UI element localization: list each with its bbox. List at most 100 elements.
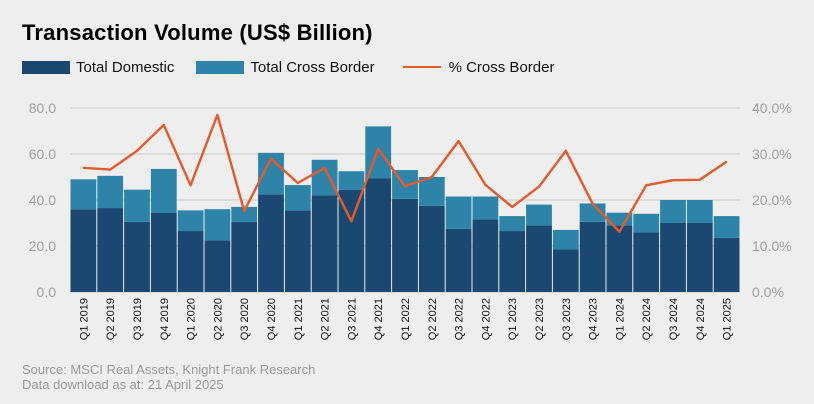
line-point-pct-cross-border (511, 206, 513, 208)
line-point-pct-cross-border (350, 220, 353, 222)
bar-total-cross-border (311, 159, 338, 196)
bar-total-cross-border (660, 200, 686, 223)
line-point-pct-cross-border (591, 202, 594, 205)
line-point-pct-cross-border (270, 157, 272, 160)
line-point-pct-cross-border (243, 210, 245, 212)
line-point-pct-cross-border (216, 114, 219, 116)
legend-item-cross-border: Total Cross Border (196, 59, 375, 76)
x-tick-label: Q4 2022 (480, 298, 492, 340)
x-tick-label: Q3 2020 (239, 298, 251, 340)
bar-total-domestic (445, 228, 472, 292)
bar-total-cross-border (686, 200, 713, 223)
bars-layer (70, 126, 740, 292)
line-point-pct-cross-border (323, 167, 326, 169)
bar-total-domestic (526, 225, 552, 292)
bar-total-cross-border (445, 196, 472, 229)
x-tick-label: Q1 2023 (507, 298, 519, 340)
line-point-pct-cross-border (404, 185, 406, 187)
legend-swatch-pct (402, 66, 441, 68)
bar-total-domestic (311, 195, 338, 292)
bar-total-cross-border (526, 204, 552, 226)
bar-total-domestic (204, 240, 231, 292)
y-right-tick-label: 10.0% (752, 238, 792, 254)
x-tick-label: Q1 2024 (614, 298, 626, 340)
bar-total-cross-border (124, 189, 150, 222)
x-tick-label: Q4 2020 (266, 298, 278, 340)
bar-total-domestic (418, 205, 445, 292)
line-point-pct-cross-border (484, 184, 487, 186)
x-tick-label: Q4 2019 (159, 298, 171, 340)
axis-layer: 0.0 20.0 40.0 60.0 80.0 0.0% 10.0% 20.0% 30.0% 40… (29, 100, 792, 340)
x-tick-label: Q3 2024 (668, 298, 680, 340)
y-left-tick-label: 40.0 (29, 192, 56, 208)
x-tick-label: Q1 2022 (400, 298, 412, 340)
bar-total-domestic (472, 219, 499, 292)
y-left-tick-label: 20.0 (29, 238, 56, 254)
y-right-tick-label: 40.0% (752, 100, 792, 116)
bar-total-domestic (552, 249, 579, 292)
bar-total-domestic (150, 212, 177, 292)
bar-total-domestic (124, 221, 150, 292)
x-tick-label: Q2 2021 (320, 298, 332, 340)
bar-total-cross-border (231, 206, 258, 222)
bar-total-domestic (686, 223, 713, 292)
line-point-pct-cross-border (163, 124, 165, 126)
bar-total-cross-border (579, 203, 606, 222)
line-layer (82, 113, 728, 233)
bar-total-domestic (660, 223, 686, 292)
x-tick-label: Q3 2022 (454, 298, 466, 340)
x-tick-label: Q4 2023 (588, 298, 600, 340)
line-point-pct-cross-border (538, 185, 540, 188)
line-point-pct-cross-border (618, 230, 621, 233)
line-point-pct-cross-border (82, 167, 85, 169)
x-tick-label: Q1 2025 (722, 298, 734, 340)
line-point-pct-cross-border (457, 140, 460, 142)
bar-total-domestic (177, 231, 204, 292)
bar-total-cross-border (150, 168, 177, 213)
line-point-pct-cross-border (136, 149, 138, 152)
x-tick-label: Q3 2021 (346, 298, 358, 340)
data-download-line: Data download as at: 21 April 2025 (22, 377, 224, 392)
x-tick-label: Q1 2019 (78, 298, 90, 340)
legend: Total Domestic Total Cross Border % Cros… (22, 58, 576, 76)
line-point-pct-cross-border (699, 178, 701, 181)
x-tick-label: Q1 2021 (293, 298, 305, 340)
bar-total-cross-border (97, 175, 124, 209)
legend-swatch-cross-border (196, 60, 245, 74)
y-right-tick-label: 20.0% (752, 192, 792, 208)
bar-total-domestic (499, 231, 526, 292)
bar-total-cross-border (633, 213, 660, 233)
legend-item-domestic: Total Domestic (22, 59, 174, 76)
x-tick-label: Q4 2021 (373, 298, 385, 340)
source-note: Source: MSCI Real Assets, Knight Frank R… (22, 362, 315, 392)
bar-total-cross-border (70, 179, 97, 210)
bar-total-domestic (392, 198, 418, 292)
line-point-pct-cross-border (189, 184, 192, 187)
bar-total-domestic (633, 232, 660, 292)
x-tick-label: Q2 2019 (105, 298, 117, 340)
bar-total-domestic (284, 210, 311, 292)
y-right-tick-label: 0.0% (752, 284, 784, 300)
x-tick-label: Q4 2024 (695, 298, 707, 340)
bar-total-cross-border (204, 209, 231, 241)
line-point-pct-cross-border (725, 161, 728, 163)
x-tick-label: Q2 2024 (641, 298, 653, 340)
bar-total-domestic (579, 221, 606, 292)
line-point-pct-cross-border (109, 168, 111, 171)
bar-total-cross-border (338, 171, 365, 190)
x-tick-label: Q3 2019 (132, 298, 144, 340)
x-tick-label: Q3 2023 (561, 298, 573, 340)
y-left-tick-label: 0.0 (37, 284, 57, 300)
x-tick-label: Q2 2023 (534, 298, 546, 340)
bar-total-cross-border (713, 216, 740, 238)
x-tick-label: Q2 2022 (427, 298, 439, 340)
bar-total-cross-border (499, 216, 526, 232)
bar-total-domestic (606, 225, 633, 292)
line-point-pct-cross-border (297, 182, 299, 184)
line-point-pct-cross-border (565, 149, 567, 152)
y-left-tick-label: 80.0 (29, 100, 56, 116)
bar-total-domestic (258, 194, 284, 292)
bar-total-cross-border (284, 185, 311, 211)
x-tick-label: Q1 2020 (186, 298, 198, 340)
